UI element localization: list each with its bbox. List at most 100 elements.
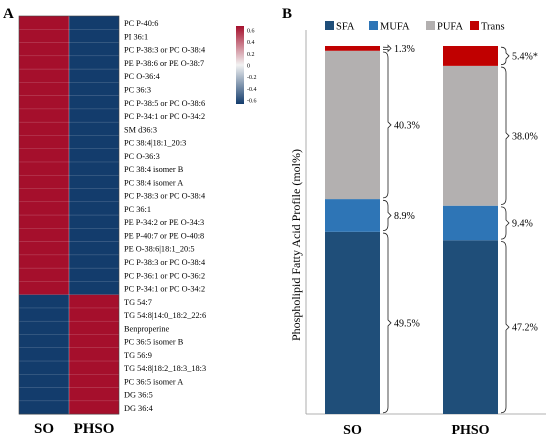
heatmap-row-label: PC P-38:5 or PC O-38:6	[124, 99, 205, 108]
legend-swatch	[369, 21, 378, 30]
color-scale-tick: 0	[247, 64, 250, 70]
heatmap-row-label: Benproperine	[124, 324, 169, 333]
heatmap-cell	[19, 108, 69, 123]
panel-a-label: A	[3, 6, 14, 22]
heatmap-row-label: DG 36:4	[124, 404, 154, 413]
heatmap-cell	[19, 95, 69, 110]
heatmap-cell	[69, 321, 119, 335]
value-bracket	[382, 44, 392, 53]
heatmap-row-label: PC 38:4|18:1_20:3	[124, 139, 186, 148]
heatmap-cell	[19, 69, 69, 83]
heatmap-row-label: PC P-38:3 or PC O-38:4	[124, 192, 206, 201]
legend-label: PUFA	[437, 22, 463, 33]
legend-label: MUFA	[380, 22, 410, 33]
heatmap-cell	[19, 361, 69, 375]
bar-segment	[325, 199, 380, 232]
heatmap-row-label: PC 36:3	[124, 85, 151, 94]
heatmap-cell	[69, 268, 119, 282]
value-bracket	[382, 232, 392, 414]
heatmap-cell	[19, 161, 69, 176]
value-bracket	[500, 241, 510, 414]
heatmap-cell	[19, 241, 69, 256]
heatmap-row-label: PC 36:5 isomer A	[124, 377, 183, 386]
heatmap-cell	[69, 201, 119, 216]
heatmap-cell	[19, 347, 69, 362]
heatmap-cell	[69, 374, 119, 388]
heatmap-cell	[19, 334, 69, 349]
heatmap-row-label: PC P-38:3 or PC O-38:4	[124, 258, 206, 267]
heatmap-cell	[19, 294, 69, 309]
heatmap-row-label: PE O-38:6|18:1_20:5	[124, 245, 195, 254]
heatmap-cell	[69, 294, 119, 309]
heatmap-cell	[19, 55, 69, 70]
heatmap-cell	[19, 215, 69, 229]
heatmap-cell	[69, 42, 119, 57]
heatmap-row-label: PI 36:1	[124, 32, 148, 41]
heatmap-cell	[19, 175, 69, 189]
bar-segment	[443, 65, 498, 206]
heatmap-row-label: PC 36:1	[124, 205, 151, 214]
x-tick-label: PHSO	[451, 423, 489, 438]
heatmap-row-label: TG 54:7	[124, 298, 152, 307]
legend-label: SFA	[336, 22, 355, 33]
heatmap-cell	[69, 215, 119, 229]
legend-swatch	[470, 21, 479, 30]
value-bracket	[382, 51, 392, 199]
heatmap-row-label: TG 54:8|18:2_18:3_18:3	[124, 364, 206, 373]
heatmap-row-label: PC P-34:1 or PC O-34:2	[124, 112, 205, 121]
heatmap-cell	[69, 29, 119, 43]
stacked-bar-chart: Phospholipid Fatty Acid Profile (mol%) SF…	[289, 21, 546, 438]
heatmap-cell	[69, 82, 119, 96]
heatmap-cell	[19, 188, 69, 203]
bar-segment	[325, 46, 380, 51]
heatmap-row-label: PC P-38:3 or PC O-38:4	[124, 46, 206, 55]
heatmap-cell	[19, 254, 69, 269]
heatmap-cell	[69, 135, 119, 149]
heatmap-cell	[69, 148, 119, 163]
bar-segment	[325, 50, 380, 200]
value-bracket	[500, 66, 510, 205]
heatmap-cell	[69, 307, 119, 322]
value-bracket	[382, 199, 392, 232]
heatmap-cell	[19, 122, 69, 136]
heatmap-cell	[69, 55, 119, 70]
heatmap-cell	[69, 347, 119, 362]
heatmap-cell	[69, 108, 119, 123]
heatmap-cell	[19, 148, 69, 163]
heatmap-cell	[69, 175, 119, 189]
heatmap-cell	[69, 122, 119, 136]
heatmap-row-label: PE P-38:6 or PE O-38:7	[124, 59, 204, 68]
heatmap-cell	[19, 281, 69, 295]
heatmap-cell	[19, 228, 69, 242]
heatmap-cell	[69, 387, 119, 402]
heatmap-cell	[19, 374, 69, 388]
heatmap-cell	[69, 241, 119, 256]
heatmap-cell	[19, 268, 69, 282]
data-label: 47.2%	[512, 323, 538, 334]
color-scale-tick: -0.4	[247, 87, 257, 93]
value-bracket	[500, 206, 510, 240]
color-scale-tick: 0.4	[247, 40, 255, 46]
value-bracket	[500, 46, 510, 66]
heatmap-row-label: TG 56:9	[124, 351, 152, 360]
heatmap-cell	[19, 201, 69, 216]
heatmap: PC P-40:6 PI 36:1 PC P-38:3 or PC O-38:4 PE…	[18, 15, 206, 437]
data-label: 9.4%	[512, 219, 533, 230]
color-scale-tick: 0.2	[247, 52, 255, 58]
heatmap-cell	[69, 69, 119, 83]
legend-swatch	[325, 21, 334, 30]
data-label: 40.3%	[394, 120, 420, 131]
heatmap-row-label: PC O-36:4	[124, 72, 161, 81]
heatmap-border	[18, 15, 120, 415]
heatmap-row-label: PC P-34:1 or PC O-34:2	[124, 285, 205, 294]
heatmap-row-label: PE P-34:2 or PE O-34:3	[124, 218, 204, 227]
heatmap-row-label: DG 36:5	[124, 391, 153, 400]
data-label: 8.9%	[394, 211, 415, 222]
heatmap-cell	[69, 95, 119, 110]
heatmap-row-label: PC 38:4 isomer B	[124, 165, 184, 174]
heatmap-row-label: PC P-36:1 or PC O-36:2	[124, 271, 205, 280]
data-label: 38.0%	[512, 131, 538, 142]
y-axis-label: Phospholipid Fatty Acid Profile (mol%)	[289, 149, 303, 341]
legend-label: Trans	[481, 22, 505, 33]
